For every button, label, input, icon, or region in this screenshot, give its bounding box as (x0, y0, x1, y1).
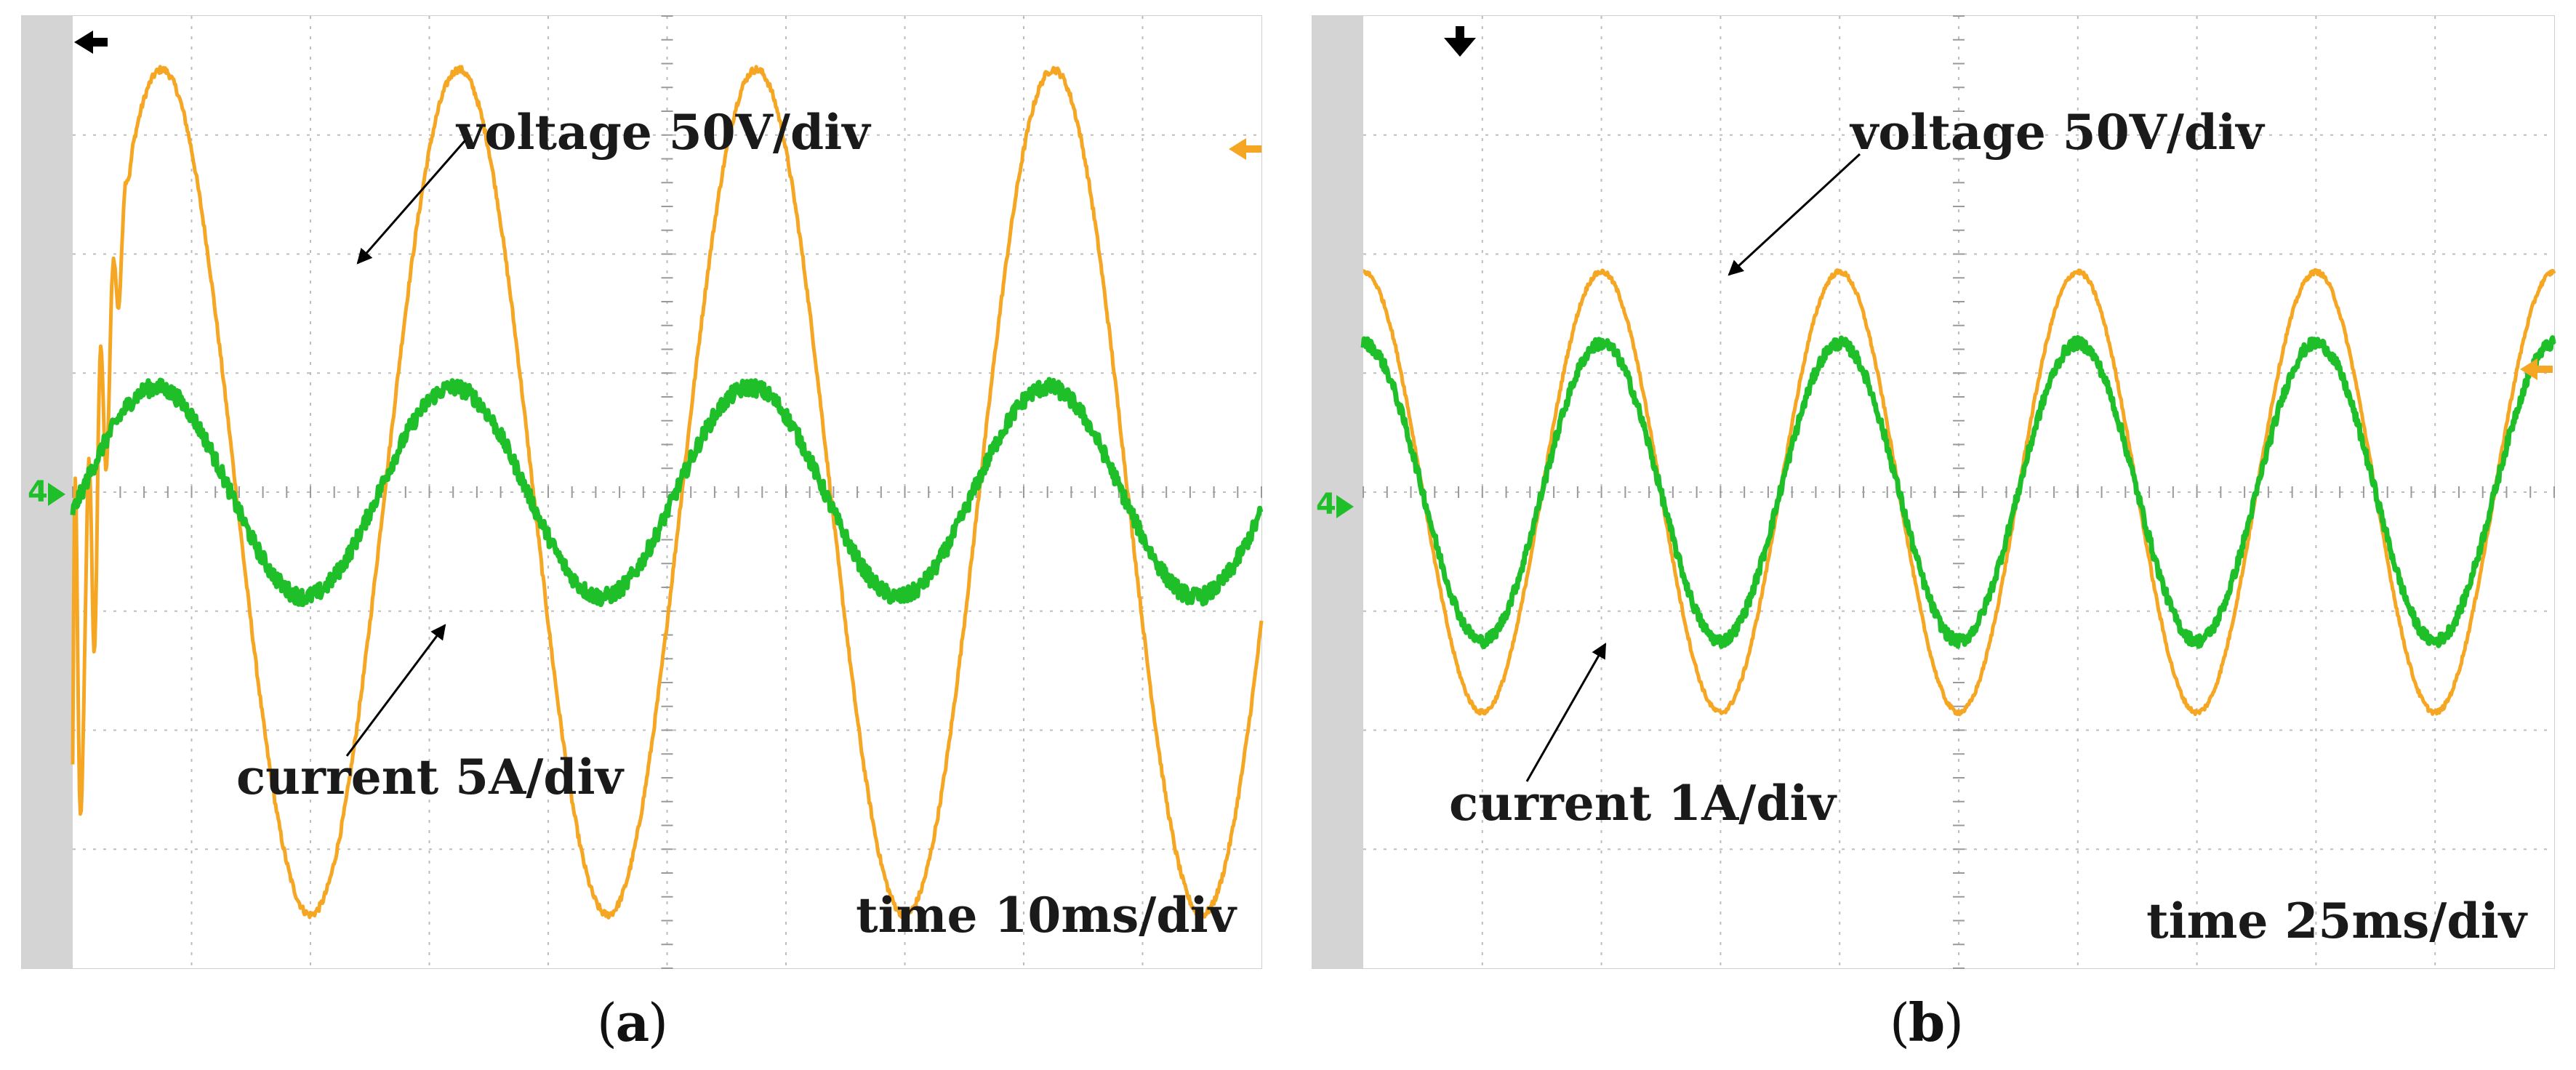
caption-a-letter: a (616, 991, 650, 1053)
current-trace (1360, 334, 2556, 650)
voltage-arrow (356, 140, 467, 265)
scope-left-bar (1312, 16, 1363, 968)
voltage-trace (1362, 268, 2556, 717)
channel-marker-label: 4 (28, 475, 48, 509)
voltage-label: voltage 50V/div (1849, 104, 2265, 161)
svg-text:): ) (1943, 992, 1964, 1053)
svg-text:(: ( (597, 992, 617, 1053)
current-arrow (1525, 643, 1607, 782)
trigger-marker-icon (74, 31, 108, 54)
caption-b-letter: b (1909, 991, 1945, 1053)
time-scale-label: time 25ms/div (2146, 893, 2528, 949)
voltage-trace (71, 65, 1264, 920)
channel-marker-label: 4 (1316, 488, 1336, 521)
svg-text:): ) (648, 992, 668, 1053)
caption-b: ( b ) (1890, 991, 1964, 1053)
channel-marker-icon: 4 (1316, 488, 1354, 521)
current-trace (70, 377, 1264, 608)
current-label: current 5A/div (236, 749, 625, 805)
voltage-ref-marker-icon (1229, 138, 1261, 160)
svg-text:(: ( (1890, 992, 1910, 1053)
voltage-ref-marker-icon (2520, 358, 2553, 380)
current-label: current 1A/div (1449, 775, 1837, 832)
current-arrow (345, 624, 446, 757)
scope-panel-a: 4 voltage 50V/div current 5A/div time 10… (21, 15, 1264, 969)
time-scale-label: time 10ms/div (856, 887, 1237, 944)
channel-marker-icon: 4 (28, 475, 65, 509)
grid (72, 15, 1262, 969)
voltage-label: voltage 50V/div (455, 104, 871, 161)
grid (1363, 15, 2555, 969)
scope-panel-b: 4 voltage 50V/div current 1A/div time 25… (1312, 15, 2556, 969)
caption-a: ( a ) (597, 991, 668, 1053)
scope-left-bar (22, 16, 73, 968)
trigger-marker-icon (1444, 26, 1476, 57)
traces (1360, 268, 2556, 717)
traces (70, 65, 1264, 920)
voltage-arrow (1728, 153, 1861, 276)
